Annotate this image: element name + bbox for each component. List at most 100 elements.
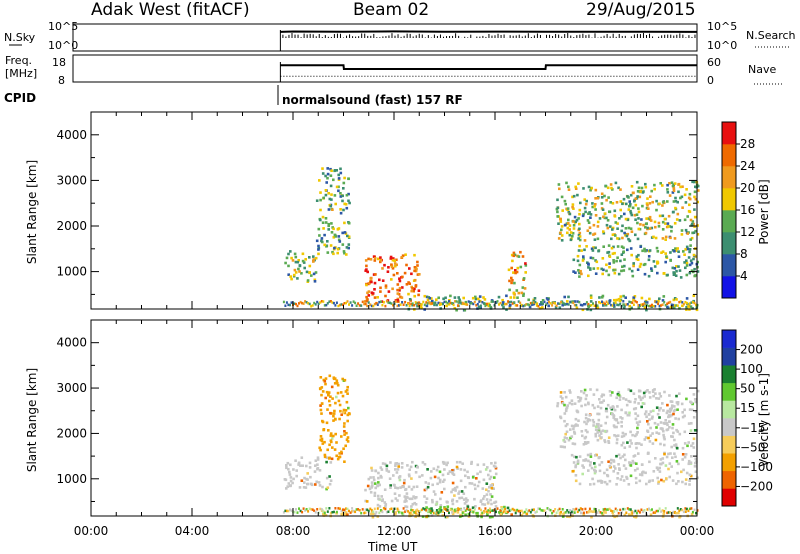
power-ground-cell — [685, 301, 688, 305]
velocity-cell — [574, 417, 578, 421]
power-cell — [639, 190, 642, 193]
velocity-cell — [581, 434, 584, 438]
velocity-cell — [665, 455, 669, 459]
velocity-ground-cell — [451, 511, 454, 514]
velocity-cell — [602, 399, 605, 402]
power-colorbar-tick-label: 16 — [740, 203, 755, 217]
velocity-cell — [295, 474, 298, 478]
velocity-cell — [326, 448, 329, 452]
velocity-ground-cell — [342, 508, 344, 511]
power-cell — [623, 258, 626, 261]
velocity-cell — [672, 412, 675, 416]
power-ground-cell — [638, 304, 641, 307]
power-cell — [560, 228, 563, 232]
velocity-cell — [343, 411, 347, 415]
velocity-cell — [336, 457, 340, 461]
power-cell — [586, 219, 590, 222]
power-cell — [607, 244, 611, 247]
y-axis-label: Slant Range [km] — [25, 368, 39, 472]
velocity-cell — [331, 446, 334, 449]
power-cell — [533, 297, 537, 300]
power-cell — [321, 221, 325, 224]
power-cell — [317, 252, 320, 256]
velocity-ground-cell — [520, 509, 523, 513]
power-ground-cell — [357, 302, 360, 305]
power-ground-cell — [542, 302, 544, 305]
velocity-cell — [660, 478, 663, 482]
velocity-colorbar-tick-label: 50 — [740, 382, 755, 396]
power-ground-cell — [416, 304, 419, 308]
velocity-cell — [608, 464, 612, 468]
power-ground-cell — [343, 302, 346, 305]
power-ground-cell — [329, 300, 332, 303]
power-cell — [576, 193, 579, 197]
velocity-ground-cell — [352, 509, 355, 513]
velocity-ground-cell — [666, 511, 669, 515]
power-cell — [411, 303, 414, 307]
velocity-cell — [341, 377, 344, 381]
power-ground-cell — [445, 300, 447, 304]
velocity-cell — [651, 415, 654, 419]
velocity-ground-cell — [425, 509, 428, 512]
power-cell — [661, 250, 665, 253]
velocity-cell — [324, 396, 327, 400]
power-cell — [623, 212, 626, 216]
power-cell — [290, 277, 293, 281]
power-cell — [589, 256, 593, 260]
velocity-cell — [681, 415, 685, 419]
velocity-colorbar-tick-label: −15 — [740, 421, 765, 435]
y-tick-label: 4000 — [56, 336, 87, 350]
velocity-ground-cell — [611, 510, 614, 513]
power-ground-cell — [299, 300, 302, 304]
velocity-cell — [480, 515, 483, 519]
power-cell — [675, 218, 679, 221]
velocity-cell — [662, 436, 666, 439]
power-cell — [622, 294, 625, 298]
power-ground-cell — [690, 301, 693, 304]
power-cell — [568, 212, 572, 216]
power-cell — [321, 172, 325, 175]
power-cell — [672, 187, 676, 190]
velocity-cell — [668, 475, 671, 479]
power-ground-cell — [460, 302, 463, 305]
power-ground-cell — [298, 302, 300, 305]
power-cell — [376, 296, 379, 299]
power-cell — [389, 257, 393, 260]
power-cell — [541, 299, 545, 302]
power-cell — [588, 226, 592, 229]
velocity-cell — [421, 474, 424, 477]
velocity-cell — [656, 468, 660, 471]
radar-title: Adak West (fitACF) — [91, 0, 250, 20]
power-cell — [426, 298, 430, 302]
power-cell — [366, 291, 369, 295]
power-cell — [622, 250, 625, 253]
power-cell — [560, 225, 564, 228]
power-cell — [669, 251, 672, 254]
velocity-cell — [443, 506, 446, 509]
velocity-cell — [558, 512, 562, 516]
velocity-cell — [599, 401, 602, 404]
velocity-cell — [385, 467, 388, 471]
power-cell — [315, 199, 319, 202]
velocity-cell — [690, 455, 693, 458]
velocity-cell — [572, 427, 575, 431]
power-cell — [580, 272, 583, 276]
velocity-cell — [649, 426, 652, 430]
velocity-cell — [671, 456, 674, 459]
velocity-cell — [668, 394, 671, 397]
power-ground-cell — [295, 302, 297, 306]
power-cell — [333, 246, 336, 250]
power-cell — [565, 181, 568, 185]
velocity-cell — [665, 422, 668, 425]
power-cell — [688, 271, 692, 275]
power-cell — [656, 271, 659, 275]
power-heatmap-cells — [282, 167, 700, 312]
power-ground-cell — [588, 304, 591, 307]
velocity-cell — [493, 501, 496, 504]
power-ground-cell — [520, 303, 523, 307]
power-cell — [628, 267, 631, 271]
velocity-cell — [675, 394, 678, 398]
power-cell — [556, 198, 559, 202]
velocity-cell — [617, 393, 621, 397]
velocity-cell — [414, 503, 418, 506]
